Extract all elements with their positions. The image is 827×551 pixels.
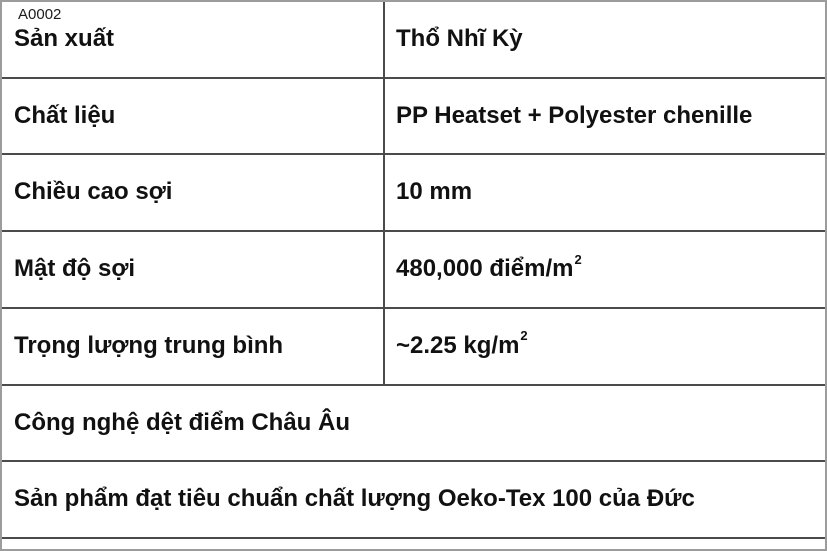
spec-value: 480,000 điểm/m 2 [383,232,825,307]
spec-label: Mật độ sợi [14,255,136,283]
spec-value: ~2.25 kg/m 2 [383,308,825,384]
spec-statement: Công nghệ dệt điểm Châu Âu [14,408,350,436]
bottom-spacer [2,539,825,549]
spec-value-text: PP Heatset + Polyester chenille [396,101,753,129]
page-code-label: A0002 [18,6,62,23]
table-row-fullwidth: Sản phẩm đạt tiêu chuẩn chất lượng Oeko-… [2,460,825,540]
spec-value-text: 10 mm [396,178,473,206]
table-row: Chất liệu PP Heatset + Polyester chenill… [2,76,825,154]
spec-label: Chiều cao sợi [14,178,173,206]
table-row: Chiều cao sợi 10 mm [2,153,825,231]
table-row: Trọng lượng trung bình ~2.25 kg/m 2 [2,306,825,384]
spec-label: Chất liệu [14,101,116,129]
table-row-fullwidth: Công nghệ dệt điểm Châu Âu [2,383,825,461]
spec-label: Trọng lượng trung bình [14,331,284,359]
spec-value: Thổ Nhĩ Kỳ [383,2,825,77]
spec-value-superscript: 2 [574,251,582,267]
spec-value-superscript: 2 [520,328,528,344]
spec-label: Sản xuất [14,24,115,52]
spec-value: 10 mm [383,155,825,231]
spec-statement: Sản phẩm đạt tiêu chuẩn chất lượng Oeko-… [14,485,695,513]
table-row: Sản xuất Thổ Nhĩ Kỳ [2,2,825,77]
spec-value-text: 480,000 điểm/m [396,255,574,283]
spec-value-text: Thổ Nhĩ Kỳ [396,24,523,52]
spec-value: PP Heatset + Polyester chenille [383,78,825,154]
table-row: Mật độ sợi 480,000 điểm/m 2 [2,230,825,307]
spec-value-text: ~2.25 kg/m [396,331,520,359]
